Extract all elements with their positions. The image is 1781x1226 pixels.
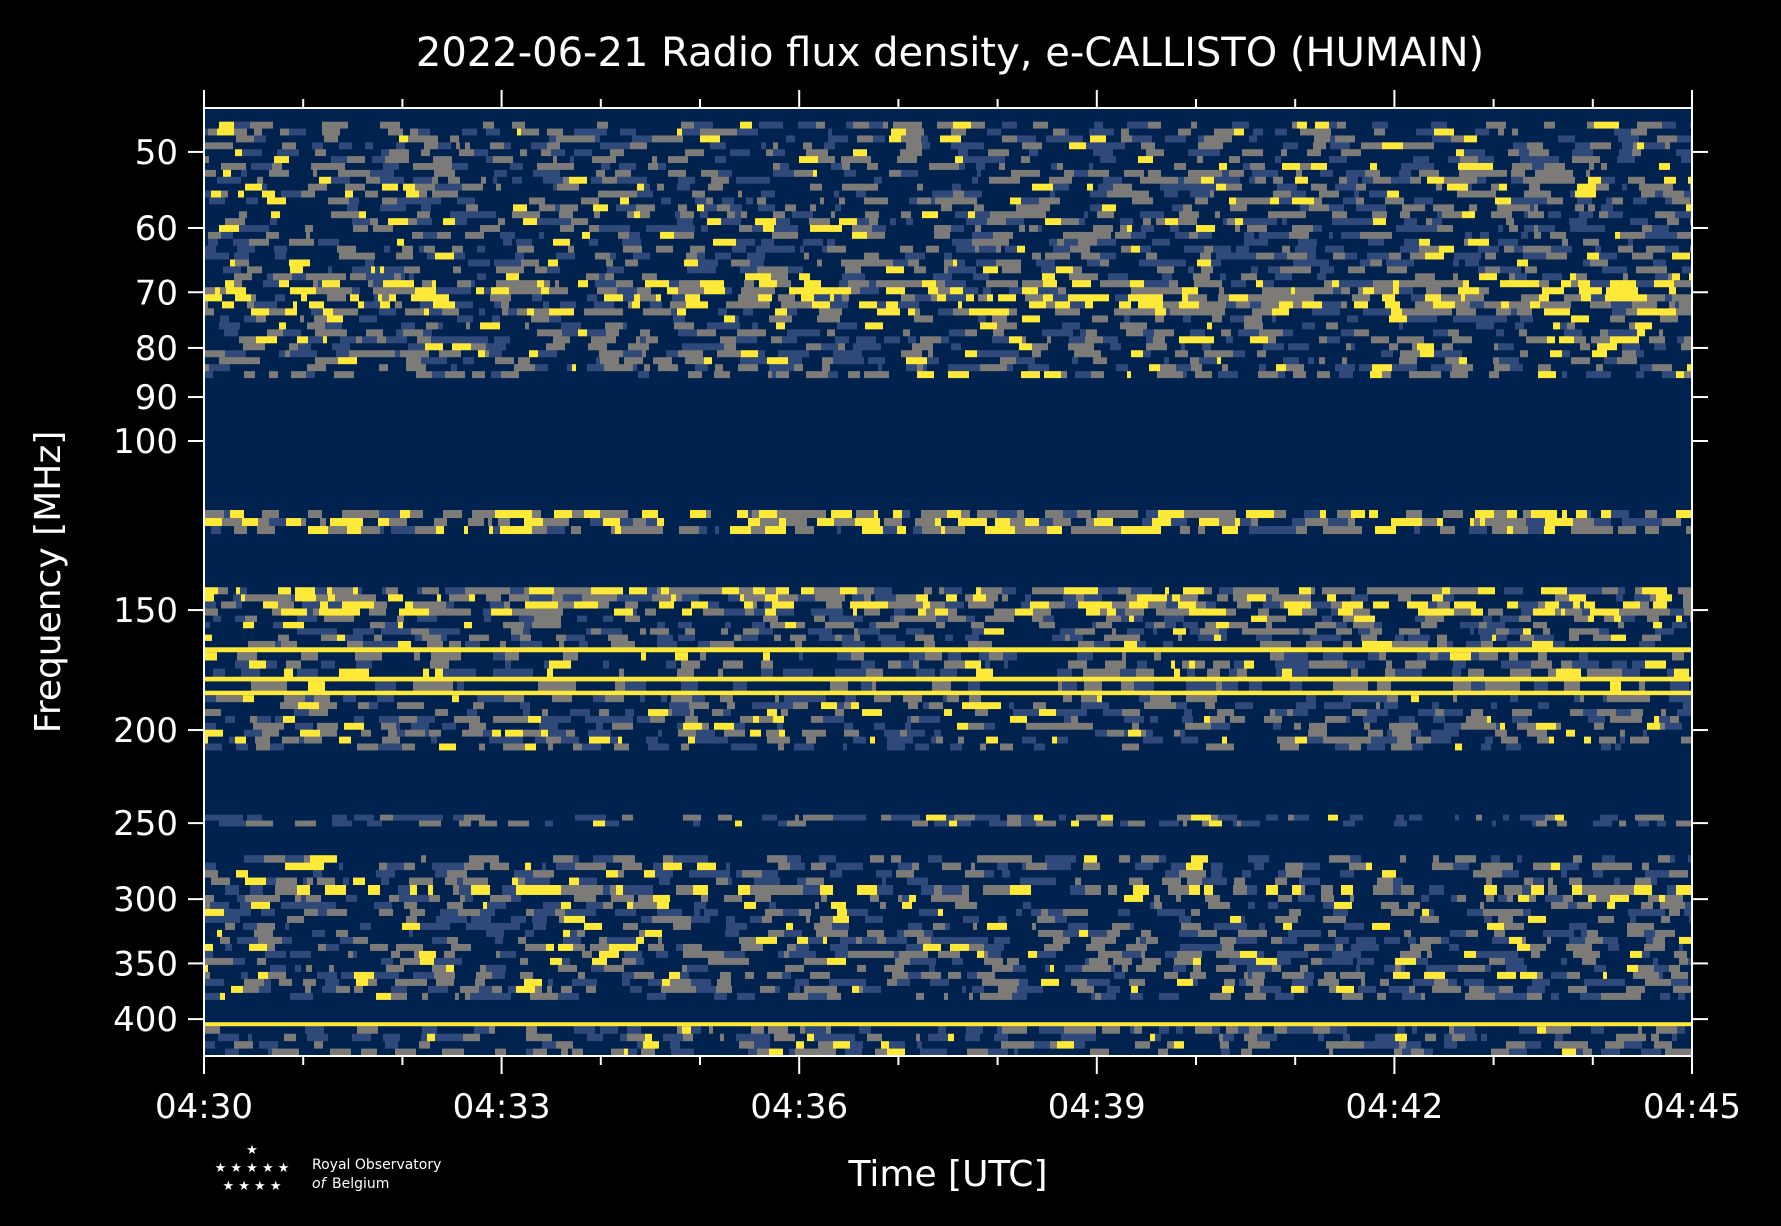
frequency-band bbox=[204, 826, 1692, 856]
x-tick-label: 04:45 bbox=[1643, 1087, 1741, 1127]
y-tick-label: 50 bbox=[135, 133, 178, 173]
frequency-band bbox=[204, 112, 1692, 122]
y-tick-label: 60 bbox=[135, 209, 178, 249]
y-axis-label: Frequency [MHz] bbox=[28, 431, 69, 734]
y-tick-label: 70 bbox=[135, 273, 178, 313]
royal-observatory-logo: ★ ★ ★ ★ ★ ★ ★ ★ ★ ★ Royal Observatory of… bbox=[215, 1143, 442, 1194]
logo-text-line1: Royal Observatory bbox=[312, 1157, 441, 1173]
frequency-band bbox=[204, 855, 1692, 886]
frequency-band bbox=[204, 280, 1692, 316]
x-tick-label: 04:33 bbox=[453, 1087, 551, 1127]
frequency-band bbox=[204, 681, 1692, 692]
x-tick-label: 04:39 bbox=[1048, 1087, 1146, 1127]
x-tick-label: 04:36 bbox=[750, 1087, 848, 1127]
frequency-band bbox=[204, 1022, 1692, 1027]
y-tick-label: 100 bbox=[113, 422, 178, 462]
frequency-band bbox=[204, 690, 1692, 696]
y-tick-label: 150 bbox=[113, 591, 178, 631]
frequency-band bbox=[204, 534, 1692, 588]
frequency-band bbox=[204, 652, 1692, 678]
frequency-band bbox=[204, 121, 1692, 281]
frequency-band bbox=[204, 814, 1692, 827]
y-tick-label: 350 bbox=[113, 944, 178, 984]
chart-title: 2022-06-21 Radio flux density, e-CALLIST… bbox=[416, 30, 1484, 76]
frequency-band bbox=[204, 999, 1692, 1023]
frequency-band bbox=[204, 884, 1692, 896]
x-tick-label: 04:42 bbox=[1345, 1087, 1443, 1127]
frequency-band bbox=[204, 695, 1692, 751]
spectrogram-plot-area bbox=[204, 108, 1692, 1057]
y-tick-label: 90 bbox=[135, 378, 178, 418]
frequency-band bbox=[204, 894, 1692, 1001]
frequency-band bbox=[204, 647, 1692, 653]
logo-text-line2-prefix: of bbox=[312, 1176, 328, 1192]
x-axis-ticks: 04:30 04:33 04:36 04:39 04:42 04:45 bbox=[155, 90, 1741, 1127]
y-tick-label: 80 bbox=[135, 329, 178, 369]
frequency-band bbox=[204, 378, 1692, 511]
frequency-band bbox=[204, 510, 1692, 535]
plot-frame bbox=[203, 107, 1693, 1057]
frequency-band bbox=[204, 750, 1692, 815]
x-axis-label: Time [UTC] bbox=[847, 1154, 1047, 1195]
y-tick-label: 250 bbox=[113, 804, 178, 844]
frequency-band bbox=[204, 676, 1692, 682]
frequency-band bbox=[204, 315, 1692, 379]
x-tick-label: 04:30 bbox=[155, 1087, 253, 1127]
frequency-band bbox=[204, 587, 1692, 617]
y-tick-label: 200 bbox=[113, 711, 178, 751]
logo-stars-icon: ★ ★ ★ ★ ★ ★ ★ ★ ★ ★ bbox=[215, 1143, 290, 1194]
frequency-band bbox=[204, 615, 1692, 648]
y-tick-label: 400 bbox=[113, 1000, 178, 1040]
y-tick-label: 300 bbox=[113, 880, 178, 920]
frequency-band bbox=[204, 1026, 1692, 1057]
logo-text-line2: Belgium bbox=[332, 1176, 389, 1192]
